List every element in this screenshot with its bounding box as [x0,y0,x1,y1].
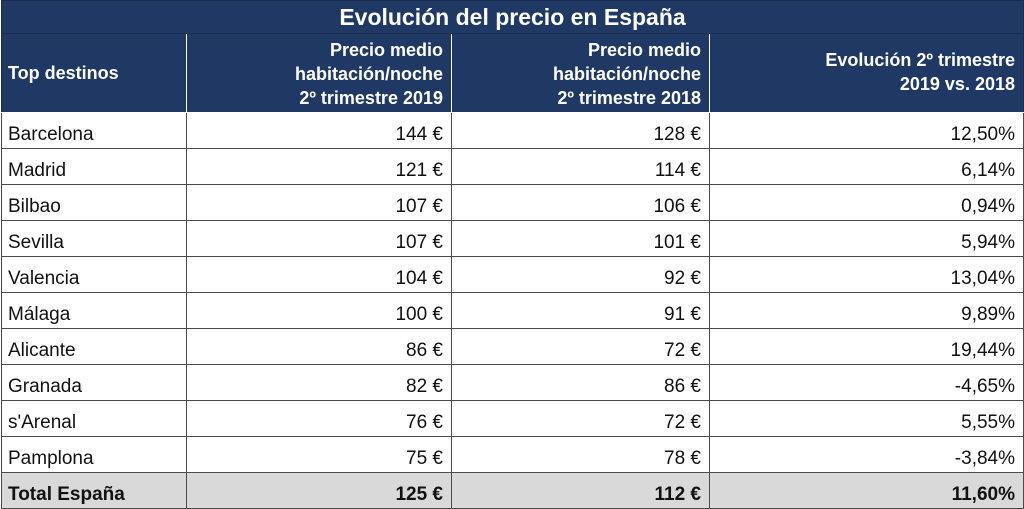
precio-2018-cell: 91 € [451,292,710,329]
header-line: Evolución 2º trimestre [825,50,1015,70]
destino-cell: Alicante [1,328,187,365]
destino-cell: Bilbao [1,184,187,221]
precio-2018-cell: 101 € [451,220,710,257]
precio-2019-cell: 82 € [186,364,452,401]
header-line: 2019 vs. 2018 [899,74,1015,94]
precio-2018-cell: 78 € [451,436,710,473]
table-row: Madrid 121 €114 €6,14% [1,148,1024,185]
destino-cell: Granada [1,364,187,401]
title-row: Evolución del precio en España [1,0,1024,34]
destino-cell: Barcelona [1,112,187,149]
precio-2019-cell: 104 € [186,256,452,293]
header-line: habitación/noche [294,64,443,84]
header-line: 2º trimestre 2019 [299,88,443,108]
table-row: Bilbao 107 €106 €0,94% [1,184,1024,221]
precio-2018-cell: 106 € [451,184,710,221]
precio-2019-cell: 107 € [186,220,452,257]
precio-2019-cell: 100 € [186,292,452,329]
header-line: Top destinos [8,63,119,83]
evolucion-cell: 5,94% [709,220,1024,257]
precio-2018-cell: 128 € [451,112,710,149]
precio-2018-cell: 72 € [451,328,710,365]
destino-cell: Valencia [1,256,187,293]
precio-2018-cell: 112 € [451,472,710,509]
evolucion-cell: -4,65% [709,364,1024,401]
header-line: Precio medio [587,40,701,60]
column-header-evolucion: Evolución 2º trimestre 2019 vs. 2018 [709,33,1024,113]
precio-2019-cell: 125 € [186,472,452,509]
table-row: s'Arenal 76 €72 €5,55% [1,400,1024,437]
table-row: Sevilla 107 €101 €5,94% [1,220,1024,257]
evolucion-cell: 6,14% [709,148,1024,185]
column-header-precio-2018: Precio medio habitación/noche 2º trimest… [451,33,710,113]
destino-cell: Total España [1,472,187,509]
precio-2019-cell: 76 € [186,400,452,437]
destino-cell: Sevilla [1,220,187,257]
table-row: Valencia 104 €92 €13,04% [1,256,1024,293]
destino-cell: Málaga [1,292,187,329]
total-row: Total España 125 €112 €11,60% [1,472,1024,509]
evolucion-cell: 12,50% [709,112,1024,149]
table-row: Alicante 86 €72 €19,44% [1,328,1024,365]
table-row: Málaga 100 €91 €9,89% [1,292,1024,329]
column-header-destinos: Top destinos [1,33,187,113]
precio-2019-cell: 75 € [186,436,452,473]
evolucion-cell: 5,55% [709,400,1024,437]
table-row: Granada 82 €86 € -4,65% [1,364,1024,401]
evolucion-cell: 0,94% [709,184,1024,221]
table-row: Barcelona 144 €128 €12,50% [1,112,1024,149]
precio-2018-cell: 86 € [451,364,710,401]
destino-cell: s'Arenal [1,400,187,437]
evolucion-cell: -3,84% [709,436,1024,473]
destino-cell: Madrid [1,148,187,185]
precio-2019-cell: 144 € [186,112,452,149]
precio-2019-cell: 86 € [186,328,452,365]
precio-2019-cell: 121 € [186,148,452,185]
table-body: Barcelona 144 €128 €12,50% Madrid 121 €114 … [1,112,1024,509]
evolucion-cell: 19,44% [709,328,1024,365]
evolucion-cell: 11,60% [709,472,1024,509]
table-title: Evolución del precio en España [1,0,1024,34]
column-header-precio-2019: Precio medio habitación/noche 2º trimest… [186,33,452,113]
header-line: habitación/noche [552,64,701,84]
precio-2019-cell: 107 € [186,184,452,221]
table-row: Pamplona 75 €78 € -3,84% [1,436,1024,473]
precio-2018-cell: 114 € [451,148,710,185]
precio-2018-cell: 72 € [451,400,710,437]
evolucion-cell: 13,04% [709,256,1024,293]
evolucion-cell: 9,89% [709,292,1024,329]
precio-2018-cell: 92 € [451,256,710,293]
header-line: 2º trimestre 2018 [557,88,701,108]
header-row: Top destinos Precio medio habitación/noc… [1,33,1024,113]
destino-cell: Pamplona [1,436,187,473]
header-line: Precio medio [329,40,443,60]
